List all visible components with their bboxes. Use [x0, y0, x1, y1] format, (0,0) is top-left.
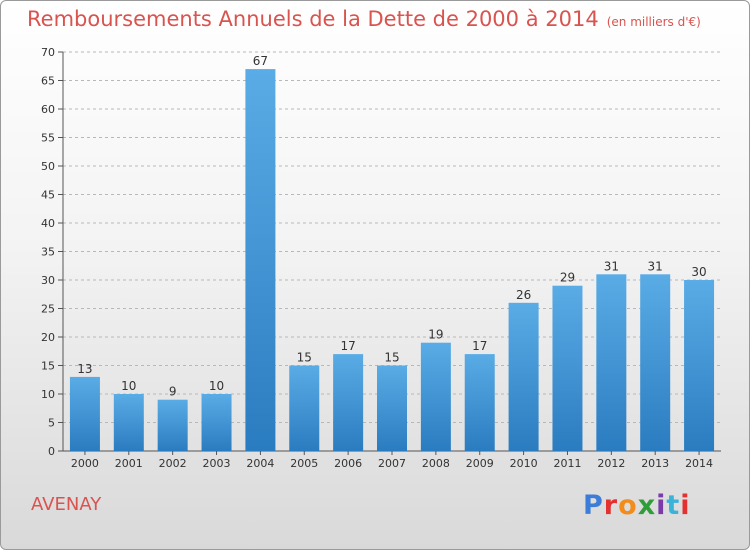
y-tick-label: 60	[41, 103, 55, 116]
data-label: 31	[604, 259, 619, 273]
bar-2001	[113, 394, 144, 451]
chart-title: Remboursements Annuels de la Dette de 20…	[27, 7, 701, 31]
bar-2006	[333, 354, 364, 451]
x-tick-label: 2001	[115, 457, 143, 470]
data-label: 30	[691, 265, 706, 279]
bar-2009	[464, 354, 495, 451]
brand-letter: i	[680, 490, 691, 521]
data-label: 9	[169, 385, 177, 399]
y-tick-label: 40	[41, 217, 55, 230]
data-label: 19	[428, 328, 443, 342]
x-tick-label: 2014	[685, 457, 713, 470]
data-label: 31	[648, 259, 663, 273]
bar-2011	[552, 285, 583, 451]
bar-2010	[508, 302, 539, 451]
x-tick-label: 2011	[553, 457, 581, 470]
data-label: 17	[472, 339, 487, 353]
x-tick-label: 2007	[378, 457, 406, 470]
y-tick-label: 30	[41, 274, 55, 287]
brand-logo: Proxiti	[583, 490, 691, 521]
bar-2003	[201, 394, 232, 451]
x-tick-label: 2013	[641, 457, 669, 470]
x-tick-label: 2005	[290, 457, 318, 470]
y-tick-label: 50	[41, 160, 55, 173]
brand-letter: t	[666, 490, 681, 521]
brand-letter: x	[637, 490, 657, 521]
bar-2000	[69, 376, 100, 451]
data-label: 67	[253, 54, 268, 68]
unit-label: (en milliers d'€)	[606, 15, 701, 29]
x-tick-label: 2000	[71, 457, 99, 470]
x-tick-label: 2008	[422, 457, 450, 470]
data-label: 10	[121, 379, 136, 393]
x-tick-label: 2009	[466, 457, 494, 470]
data-label: 15	[384, 351, 399, 365]
bar-2014	[684, 280, 715, 451]
town-name: AVENAY	[31, 494, 102, 515]
x-tick-label: 2010	[510, 457, 538, 470]
bar-2002	[157, 399, 188, 451]
y-tick-label: 25	[41, 303, 55, 316]
x-tick-label: 2004	[246, 457, 274, 470]
y-tick-label: 15	[41, 360, 55, 373]
bar-2008	[420, 342, 451, 451]
brand-letter: P	[583, 490, 604, 521]
bar-2007	[377, 365, 407, 451]
brand-letter: o	[618, 490, 638, 521]
title-text: Remboursements Annuels de la Dette de 20…	[27, 7, 599, 31]
x-tick-label: 2006	[334, 457, 362, 470]
data-label: 13	[77, 362, 92, 376]
data-label: 26	[516, 288, 531, 302]
y-tick-label: 70	[41, 46, 55, 59]
y-tick-label: 65	[41, 75, 55, 88]
y-tick-label: 20	[41, 331, 55, 344]
x-tick-label: 2002	[159, 457, 187, 470]
y-tick-label: 35	[41, 246, 55, 259]
x-tick-label: 2003	[203, 457, 231, 470]
brand-letter: i	[656, 490, 667, 521]
data-label: 15	[297, 351, 312, 365]
y-tick-label: 55	[41, 132, 55, 145]
data-label: 17	[340, 339, 355, 353]
x-tick-label: 2012	[597, 457, 625, 470]
bar-2005	[289, 365, 320, 451]
data-label: 10	[209, 379, 224, 393]
data-label: 29	[560, 271, 575, 285]
bar-2013	[640, 274, 671, 451]
y-tick-label: 10	[41, 388, 55, 401]
y-tick-label: 5	[48, 417, 55, 430]
brand-letter: r	[603, 490, 619, 521]
y-tick-label: 0	[48, 445, 55, 458]
bar-2012	[596, 274, 627, 451]
bar-2004	[245, 69, 276, 451]
y-tick-label: 45	[41, 189, 55, 202]
